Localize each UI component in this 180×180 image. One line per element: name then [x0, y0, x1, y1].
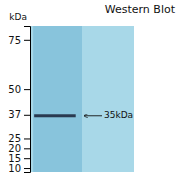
tick-mark — [24, 148, 30, 149]
lane — [33, 26, 82, 172]
tick-mark — [24, 89, 30, 90]
chart: 75503725201510Western BlotkDa35kDa — [0, 0, 180, 180]
tick-mark — [24, 168, 30, 169]
tick: 10 — [8, 163, 30, 174]
blot-background — [30, 26, 134, 172]
tick: 37 — [8, 109, 30, 120]
tick-mark — [24, 40, 30, 41]
axis-label: kDa — [9, 12, 27, 22]
y-axis: 75503725201510 — [8, 27, 30, 174]
tick-label: 37 — [8, 109, 21, 120]
title: Western Blot — [105, 3, 176, 16]
tick-label: 75 — [8, 35, 21, 46]
tick-mark — [24, 138, 30, 139]
arrow — [84, 115, 102, 116]
tick-label: 10 — [8, 163, 21, 174]
axis-line — [24, 27, 31, 173]
tick-mark — [24, 158, 30, 159]
band — [34, 114, 76, 117]
tick: 75 — [8, 35, 30, 46]
tick: 50 — [8, 84, 30, 95]
tick-label: 50 — [8, 84, 21, 95]
tick-mark — [24, 115, 30, 116]
annotation: 35kDa — [104, 110, 133, 120]
plot-area — [30, 26, 134, 172]
